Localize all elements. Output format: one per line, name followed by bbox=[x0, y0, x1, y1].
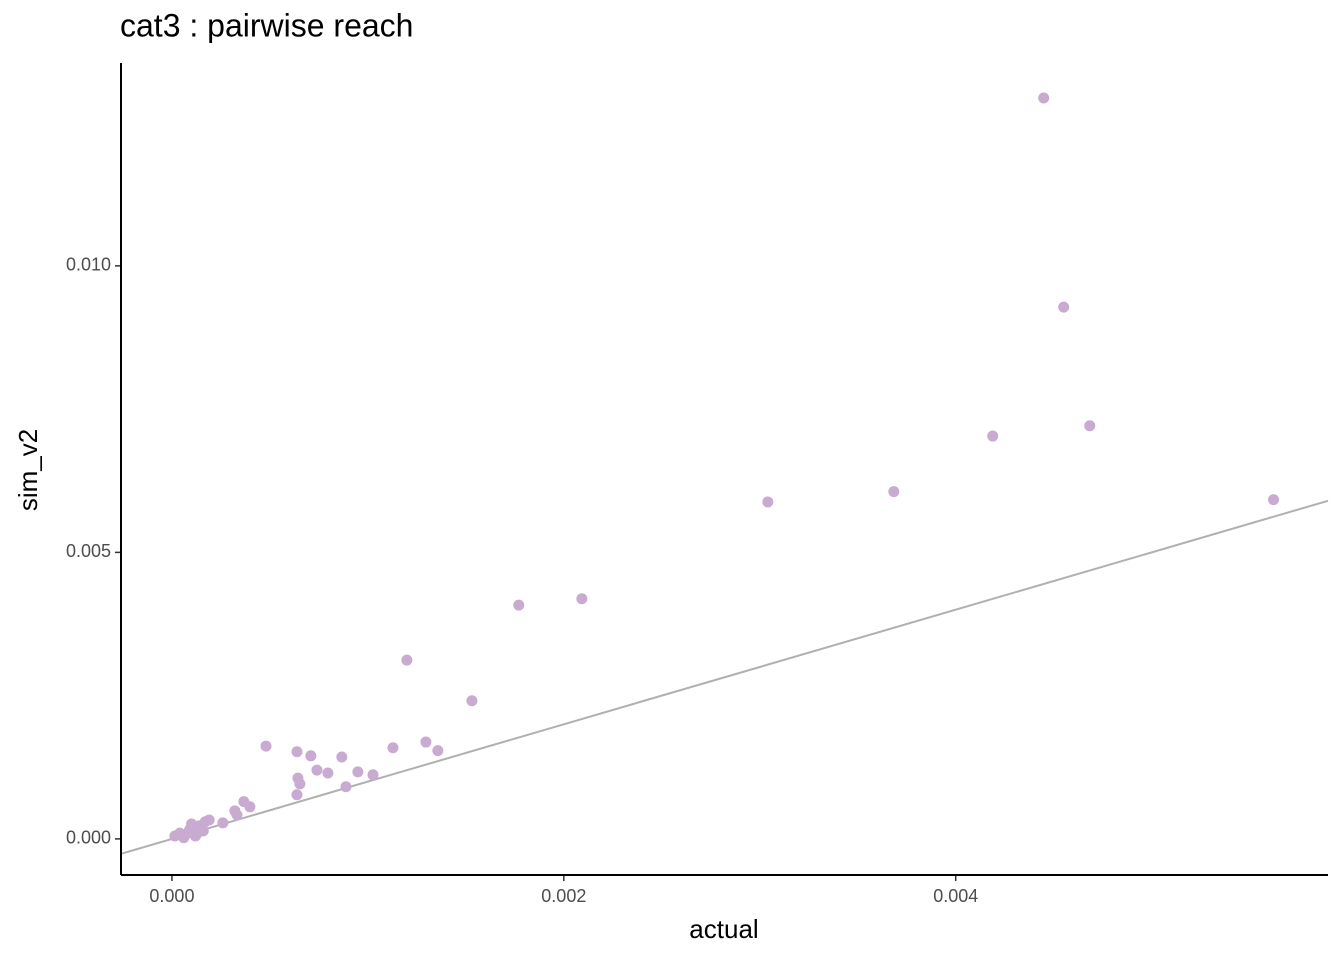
point bbox=[513, 599, 525, 611]
point bbox=[387, 742, 399, 754]
point bbox=[231, 809, 243, 821]
x-axis-label: actual bbox=[689, 914, 758, 944]
point bbox=[311, 764, 323, 776]
y-tick-label: 0.000 bbox=[66, 828, 111, 848]
point bbox=[340, 781, 352, 793]
point bbox=[762, 496, 774, 508]
point bbox=[217, 817, 229, 829]
reference-line bbox=[120, 499, 1329, 855]
point bbox=[191, 827, 203, 839]
point bbox=[294, 778, 306, 790]
point bbox=[432, 745, 444, 757]
point bbox=[352, 766, 364, 778]
point bbox=[305, 750, 317, 762]
x-tick-label: 0.000 bbox=[149, 886, 194, 906]
point bbox=[291, 789, 303, 801]
point bbox=[322, 767, 334, 779]
point bbox=[1038, 92, 1050, 104]
point bbox=[182, 827, 194, 839]
y-axis-label: sim_v2 bbox=[13, 429, 43, 511]
y-tick-label: 0.010 bbox=[66, 255, 111, 275]
point bbox=[260, 740, 272, 752]
x-tick-label: 0.002 bbox=[541, 886, 586, 906]
point bbox=[1058, 301, 1070, 313]
point bbox=[420, 736, 432, 748]
point bbox=[1084, 420, 1096, 432]
point bbox=[987, 430, 999, 442]
point bbox=[1268, 494, 1280, 506]
point bbox=[466, 695, 478, 707]
point bbox=[244, 801, 256, 813]
point bbox=[291, 746, 303, 758]
point bbox=[336, 751, 348, 763]
chart-title: cat3 : pairwise reach bbox=[120, 7, 413, 43]
y-tick-label: 0.005 bbox=[66, 541, 111, 561]
point bbox=[576, 593, 588, 605]
point bbox=[888, 486, 900, 498]
point bbox=[367, 769, 379, 781]
point bbox=[401, 654, 413, 666]
point bbox=[203, 814, 215, 826]
x-tick-label: 0.004 bbox=[933, 886, 978, 906]
